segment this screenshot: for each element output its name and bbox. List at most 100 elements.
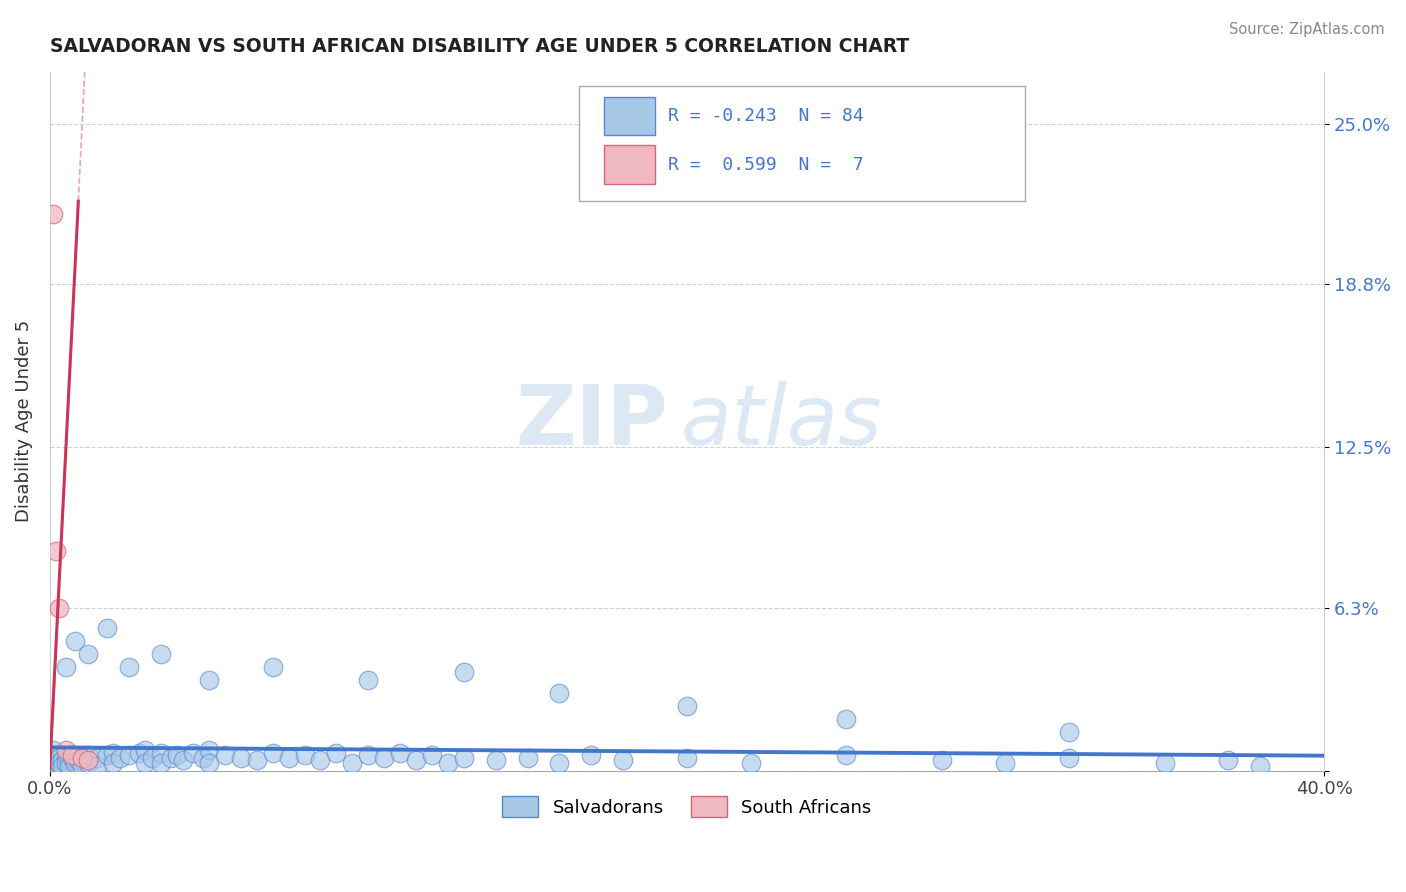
Point (309, 753, 332, 767)
Point (548, 756, 571, 770)
Point (77, 748, 100, 763)
Point (262, 660, 284, 674)
Point (63, 748, 86, 763)
Point (994, 756, 1017, 770)
Point (67, 753, 90, 767)
Point (294, 748, 316, 763)
Point (198, 743, 221, 757)
Point (548, 686, 571, 700)
Legend: Salvadorans, South Africans: Salvadorans, South Africans (495, 789, 879, 824)
Point (676, 750, 699, 764)
Point (103, 756, 125, 770)
Point (55, 743, 77, 757)
Point (150, 756, 173, 770)
Point (389, 746, 412, 760)
Point (128, 746, 150, 760)
Point (86, 758, 108, 772)
Point (55, 756, 77, 770)
Point (198, 673, 221, 687)
Point (77, 753, 100, 767)
Point (931, 753, 953, 767)
Point (357, 673, 380, 687)
Point (150, 746, 173, 760)
Point (1057, 724, 1080, 739)
Point (63, 756, 86, 770)
Point (42, 743, 65, 757)
Point (1153, 756, 1175, 770)
Point (42, 207, 65, 221)
Point (191, 750, 214, 764)
Point (63, 634, 86, 648)
Bar (605, 145, 655, 184)
Point (118, 748, 141, 763)
Point (70, 758, 93, 772)
Point (159, 750, 181, 764)
Point (42, 753, 65, 767)
Point (581, 748, 603, 763)
Point (485, 753, 508, 767)
Point (96, 621, 118, 635)
Point (676, 698, 699, 713)
Point (70, 750, 93, 764)
Bar (605, 96, 655, 135)
Text: atlas: atlas (681, 381, 882, 462)
Point (214, 748, 236, 763)
Point (172, 753, 194, 767)
Text: ZIP: ZIP (515, 381, 668, 462)
Point (1249, 758, 1271, 772)
Point (51, 758, 73, 772)
Point (103, 746, 125, 760)
Point (48, 600, 70, 615)
FancyBboxPatch shape (578, 86, 1025, 201)
Point (70, 750, 93, 764)
Point (60, 748, 83, 763)
Y-axis label: Disability Age Under 5: Disability Age Under 5 (15, 320, 32, 523)
Point (45, 748, 67, 763)
Point (835, 748, 858, 763)
Point (453, 750, 475, 764)
Point (118, 660, 141, 674)
Point (262, 746, 284, 760)
Point (77, 756, 100, 770)
Text: R = -0.243  N = 84: R = -0.243 N = 84 (668, 107, 863, 125)
Point (141, 750, 163, 764)
Text: R =  0.599  N =  7: R = 0.599 N = 7 (668, 156, 863, 174)
Text: Source: ZipAtlas.com: Source: ZipAtlas.com (1229, 22, 1385, 37)
Point (48, 756, 70, 770)
Point (277, 750, 299, 764)
Point (134, 743, 156, 757)
Point (342, 756, 364, 770)
Point (55, 750, 77, 764)
Point (740, 756, 762, 770)
Point (516, 750, 538, 764)
Point (55, 660, 77, 674)
Point (134, 756, 156, 770)
Point (420, 748, 443, 763)
Point (229, 750, 252, 764)
Point (1218, 753, 1240, 767)
Point (58, 753, 80, 767)
Point (357, 748, 380, 763)
Point (60, 750, 83, 764)
Point (405, 753, 427, 767)
Point (437, 756, 460, 770)
Point (325, 746, 347, 760)
Point (246, 753, 269, 767)
Point (612, 753, 634, 767)
Point (51, 753, 73, 767)
Point (181, 746, 204, 760)
Point (373, 750, 395, 764)
Point (150, 647, 173, 661)
Point (453, 665, 475, 680)
Point (198, 756, 221, 770)
Point (45, 543, 67, 558)
Point (45, 756, 67, 770)
Point (48, 750, 70, 764)
Point (1057, 750, 1080, 764)
Point (108, 750, 131, 764)
Point (77, 647, 100, 661)
Point (86, 750, 108, 764)
Point (96, 748, 118, 763)
Point (835, 712, 858, 726)
Point (166, 748, 188, 763)
